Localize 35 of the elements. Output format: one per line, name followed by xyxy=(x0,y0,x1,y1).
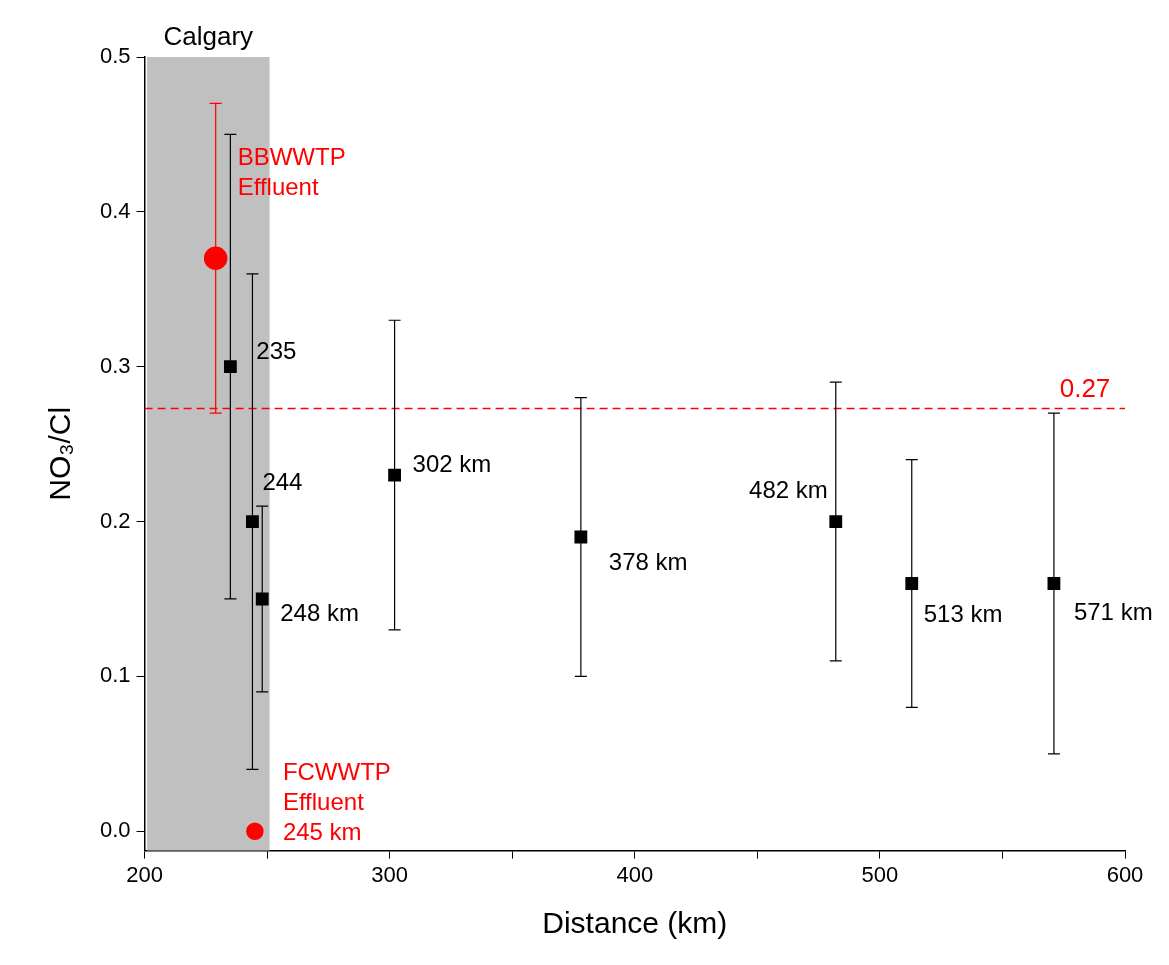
annotation: 302 km xyxy=(412,449,492,477)
annotation: FCWWTP Effluent 245 km xyxy=(282,757,391,845)
x-tick-label: 600 xyxy=(1106,861,1144,887)
point xyxy=(255,592,269,606)
x-tick-label: 200 xyxy=(126,861,163,887)
point xyxy=(829,515,843,528)
x-tick-label: 300 xyxy=(371,861,409,887)
y-tick-label: 0.5 xyxy=(99,43,131,69)
point xyxy=(246,822,264,840)
ref-line-label: 0.27 xyxy=(1059,372,1111,403)
point xyxy=(223,360,237,374)
point xyxy=(1047,577,1061,590)
annotation: 235 xyxy=(256,337,297,365)
y-tick-label: 0.3 xyxy=(99,352,131,378)
point xyxy=(246,515,259,528)
annotation: 571 km xyxy=(1073,598,1153,626)
y-tick-label: 0.1 xyxy=(99,662,131,688)
point xyxy=(388,468,401,482)
y-tick-label: 0.4 xyxy=(99,197,131,223)
annotation: 482 km xyxy=(749,476,828,504)
band-label: Calgary xyxy=(163,21,254,52)
point xyxy=(203,246,228,271)
annotation: BBWWTP Effluent xyxy=(237,142,346,200)
y-tick-label: 0.2 xyxy=(99,507,131,533)
y-axis-title: NO₃/Cl xyxy=(43,406,77,501)
x-axis-title: Distance (km) xyxy=(542,906,728,940)
y-tick-label: 0.0 xyxy=(99,817,131,843)
x-tick-label: 500 xyxy=(861,861,899,887)
x-tick-label: 400 xyxy=(616,861,654,887)
annotation: 378 km xyxy=(608,547,688,575)
annotation: 248 km xyxy=(280,598,359,626)
annotation: 513 km xyxy=(923,600,1003,628)
point xyxy=(905,577,919,590)
point xyxy=(574,530,588,544)
annotation: 244 xyxy=(262,468,303,496)
